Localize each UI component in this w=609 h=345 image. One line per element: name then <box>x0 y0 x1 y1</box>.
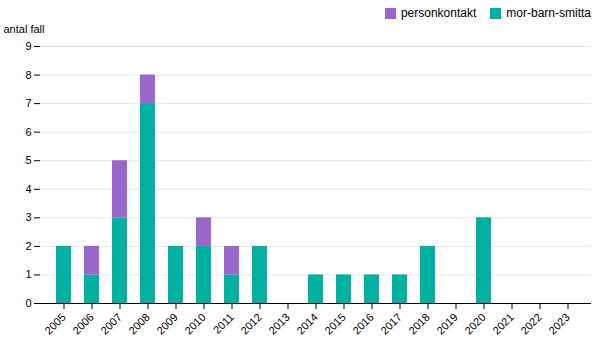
svg-text:2012: 2012 <box>238 311 264 337</box>
svg-text:2020: 2020 <box>462 311 488 337</box>
svg-text:2013: 2013 <box>266 311 292 337</box>
svg-text:6: 6 <box>25 126 31 138</box>
svg-text:2018: 2018 <box>406 311 432 337</box>
svg-text:2006: 2006 <box>70 311 96 337</box>
svg-text:9: 9 <box>25 40 31 52</box>
svg-text:2: 2 <box>25 240 31 252</box>
svg-text:2005: 2005 <box>42 311 68 337</box>
svg-text:2019: 2019 <box>434 311 460 337</box>
svg-text:2007: 2007 <box>98 311 124 337</box>
svg-text:7: 7 <box>25 97 31 109</box>
html-text:mor-barn-smitta: mor-barn-smitta <box>506 6 591 20</box>
svg-text:8: 8 <box>25 69 31 81</box>
svg-text:2017: 2017 <box>378 311 404 337</box>
svg-text:3: 3 <box>25 211 31 223</box>
svg-text:2009: 2009 <box>154 311 180 337</box>
svg-text:2015: 2015 <box>322 311 348 337</box>
svg-text:2016: 2016 <box>350 311 376 337</box>
svg-text:5: 5 <box>25 154 31 166</box>
svg-text:1: 1 <box>25 268 31 280</box>
svg-text:2008: 2008 <box>126 311 152 337</box>
svg-text:2014: 2014 <box>294 311 320 337</box>
html-text:personkontakt: personkontakt <box>400 6 477 20</box>
svg-text:2022: 2022 <box>518 311 544 337</box>
svg-text:4: 4 <box>25 183 31 195</box>
svg-text:2011: 2011 <box>211 311 236 336</box>
svg-text:2010: 2010 <box>182 311 208 337</box>
svg-text:2021: 2021 <box>490 311 516 337</box>
svg-text:2023: 2023 <box>546 311 572 337</box>
svg-text:antal fall: antal fall <box>4 23 45 35</box>
svg-text:0: 0 <box>25 297 31 309</box>
